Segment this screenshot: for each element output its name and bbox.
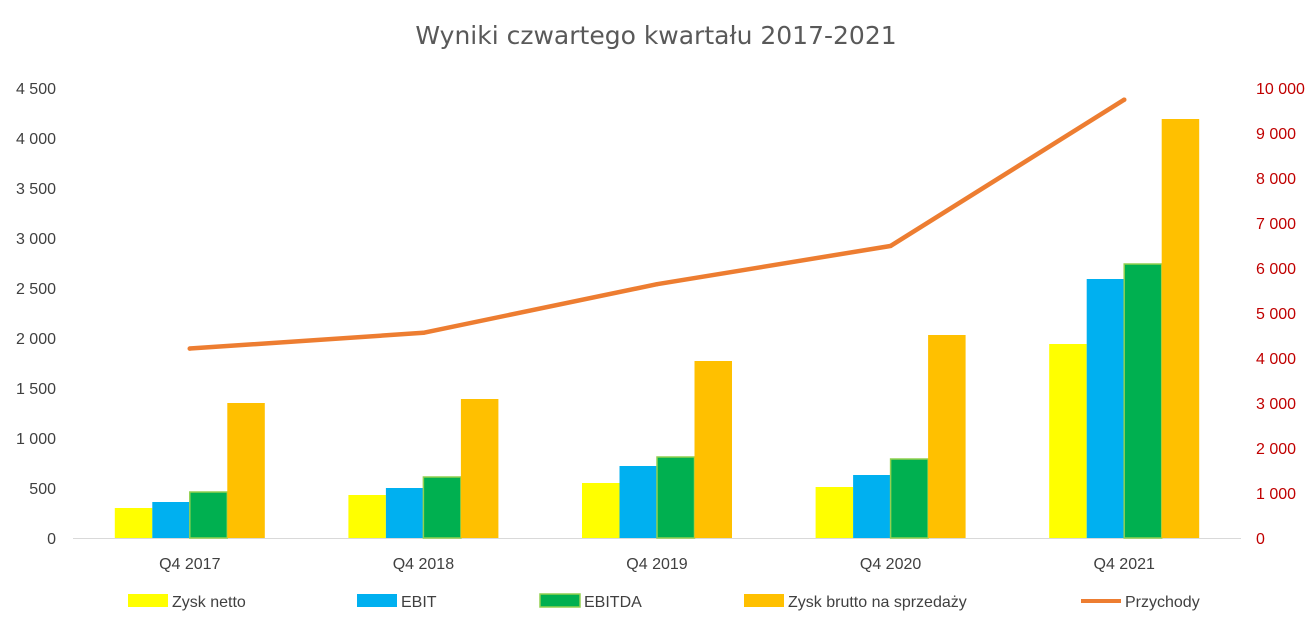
point-przychody <box>1122 97 1127 102</box>
legend: Zysk netto EBIT EBITDA Zysk brutto na sprze… <box>128 593 1200 611</box>
right-tick-label: 4 000 <box>1256 351 1296 368</box>
x-tick-label: Q4 2018 <box>393 556 454 573</box>
bar-ebit <box>853 475 891 538</box>
bar-zysk-brutto-na-sprzeda-y <box>227 403 265 538</box>
bar-ebitda <box>1123 263 1163 539</box>
x-tick-label: Q4 2021 <box>1094 556 1155 573</box>
bar-ebit <box>619 466 657 538</box>
left-tick-label: 2 500 <box>16 281 56 298</box>
right-tick-label: 5 000 <box>1256 306 1296 323</box>
x-tick-label: Q4 2017 <box>159 556 220 573</box>
bar-zysk-brutto-na-sprzeda-y <box>460 399 499 538</box>
point-przychody <box>654 282 660 287</box>
left-tick-label: 0 <box>47 531 56 548</box>
left-tick-label: 1 500 <box>16 381 56 398</box>
bar-zysk-netto <box>114 508 153 538</box>
right-tick-label: 8 000 <box>1256 171 1296 188</box>
legend-label-zysk-brutto-na-sprzeda-y: Zysk brutto na sprzedaży <box>788 594 967 611</box>
left-tick-label: 4 000 <box>16 131 56 148</box>
left-tick-label: 2 000 <box>16 331 56 348</box>
bar-ebitda <box>656 456 696 539</box>
bar-zysk-brutto-na-sprzeda-y <box>694 361 732 538</box>
right-tick-label: 10 000 <box>1256 81 1305 98</box>
x-axis: Q4 2017 Q4 2018 Q4 2019 Q4 2020 Q4 2021 <box>73 538 1241 573</box>
bar-zysk-netto <box>582 483 620 538</box>
bar-zysk-netto <box>348 495 386 538</box>
chart-title: Wyniki czwartego kwartału 2017-2021 <box>415 21 896 50</box>
right-tick-label: 3 000 <box>1256 396 1296 413</box>
legend-label-zysk-netto: Zysk netto <box>172 594 246 611</box>
legend-swatch-ebitda <box>539 593 581 608</box>
left-axis: 0 500 1 000 1 500 2 000 2 500 3 000 3 500 4 000 4… <box>16 81 56 548</box>
legend-label-ebitda: EBITDA <box>584 594 642 611</box>
right-tick-label: 0 <box>1256 531 1265 548</box>
left-tick-label: 500 <box>29 481 56 498</box>
bar-zysk-brutto-na-sprzeda-y <box>1161 119 1200 538</box>
right-tick-label: 7 000 <box>1256 216 1296 233</box>
bar-ebit <box>1086 279 1125 538</box>
bar-ebit <box>385 488 424 538</box>
point-przychody <box>888 243 893 249</box>
left-tick-label: 3 000 <box>16 231 56 248</box>
right-tick-label: 6 000 <box>1256 261 1296 278</box>
lines <box>187 97 1127 351</box>
right-axis: 0 1 000 2 000 3 000 4 000 5 000 6 000 7 000 8 00… <box>1256 81 1305 548</box>
bar-zysk-netto <box>1049 344 1087 538</box>
legend-swatch-ebit <box>357 594 397 607</box>
x-tick-label: Q4 2019 <box>626 556 687 573</box>
bar-ebitda <box>422 476 462 539</box>
line-przychody <box>187 97 1127 351</box>
left-tick-label: 4 500 <box>16 81 56 98</box>
bar-zysk-brutto-na-sprzeda-y <box>928 335 966 538</box>
point-przychody <box>421 330 426 335</box>
legend-swatch-zysk-netto <box>128 594 168 607</box>
right-tick-label: 9 000 <box>1256 126 1296 143</box>
bar-zysk-netto <box>815 487 854 538</box>
bar-ebitda <box>189 491 229 539</box>
bars <box>114 119 1200 539</box>
left-tick-label: 1 000 <box>16 431 56 448</box>
legend-swatch-zysk-brutto-na-sprzeda-y <box>744 594 784 607</box>
bar-ebit <box>152 502 190 538</box>
right-tick-label: 2 000 <box>1256 441 1296 458</box>
left-tick-label: 3 500 <box>16 181 56 198</box>
legend-label-ebit: EBIT <box>401 594 437 611</box>
right-tick-label: 1 000 <box>1256 486 1296 503</box>
point-przychody <box>187 346 192 351</box>
legend-label-przychody: Przychody <box>1125 594 1200 611</box>
bar-ebitda <box>889 458 929 539</box>
x-tick-label: Q4 2020 <box>860 556 921 573</box>
